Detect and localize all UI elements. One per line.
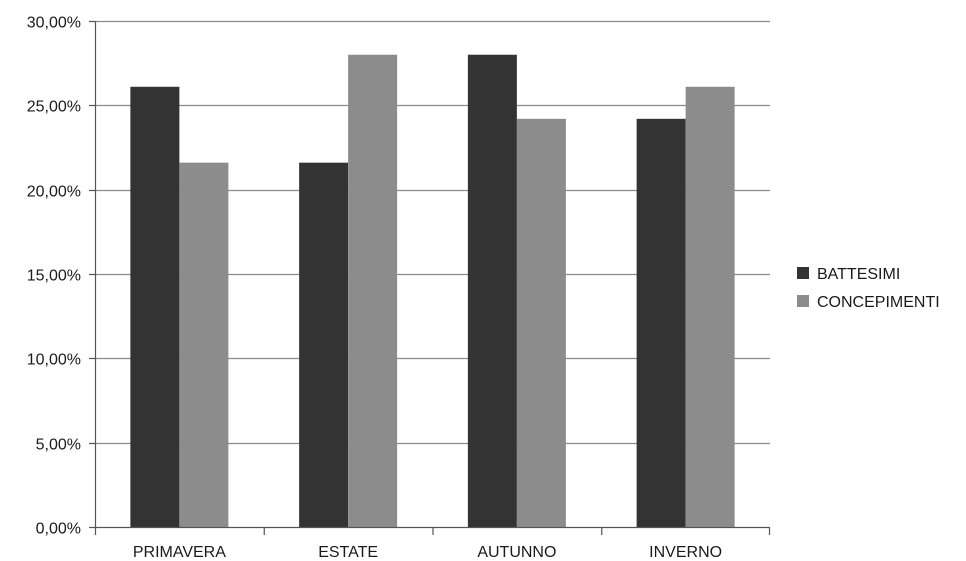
category-label: PRIMAVERA <box>133 544 226 561</box>
bar-concepimenti-primavera <box>179 162 229 527</box>
bar-concepimenti-estate <box>348 54 398 527</box>
category-labels: PRIMAVERA ESTATE AUTUNNO INVERNO <box>133 544 722 561</box>
y-tick-label: 10,00% <box>27 352 81 369</box>
y-tick-label: 20,00% <box>27 184 81 201</box>
bar-battesimi-autunno <box>467 54 517 527</box>
bar-concepimenti-inverno <box>685 86 735 527</box>
legend-swatch-concepimenti <box>797 295 809 307</box>
category-label: ESTATE <box>318 544 378 561</box>
y-tick-label: 5,00% <box>36 437 81 454</box>
y-tick-label: 0,00% <box>36 521 81 538</box>
bar-battesimi-inverno <box>636 118 686 528</box>
bar-battesimi-primavera <box>130 86 180 527</box>
bar-concepimenti-autunno <box>516 118 566 528</box>
legend-swatch-battesimi <box>797 267 809 279</box>
y-tick-labels: 0,00% 5,00% 10,00% 15,00% 20,00% 25,00% 30,00% <box>27 15 81 538</box>
bars <box>130 54 735 528</box>
category-label: INVERNO <box>649 544 722 561</box>
y-tick-label: 25,00% <box>27 99 81 116</box>
y-tick-label: 30,00% <box>27 15 81 32</box>
y-tick-label: 15,00% <box>27 268 81 285</box>
legend-label-concepimenti: CONCEPIMENTI <box>817 294 940 311</box>
legend-label-battesimi: BATTESIMI <box>817 266 900 283</box>
category-label: AUTUNNO <box>477 544 556 561</box>
axes <box>89 20 771 535</box>
legend: BATTESIMI CONCEPIMENTI <box>797 266 940 311</box>
bar-battesimi-estate <box>299 162 349 527</box>
